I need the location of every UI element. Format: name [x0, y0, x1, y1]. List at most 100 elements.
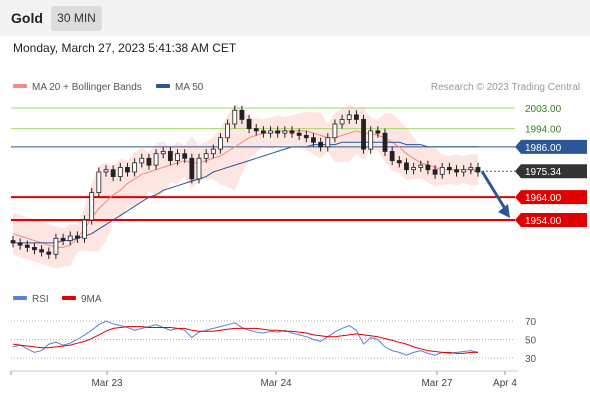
- candle-body: [74, 235, 80, 239]
- candle-body: [332, 123, 338, 139]
- candle-body: [225, 123, 231, 139]
- candle-body: [132, 162, 138, 173]
- candle-body: [396, 160, 402, 164]
- candle: [246, 114, 252, 134]
- candle: [318, 137, 324, 152]
- x-tick-label-0: Mar 23: [91, 378, 123, 389]
- candle: [411, 162, 417, 175]
- candle: [117, 162, 123, 182]
- candle-body: [353, 114, 359, 120]
- candle-body: [203, 153, 209, 159]
- price-level-label-3: 1975.34: [525, 167, 562, 178]
- candle-body: [268, 130, 273, 134]
- top-bar: Gold 30 MIN: [0, 0, 590, 36]
- price-level-labels: 2003.00 1994.00 1986.00 1975.34 1964.00 1954.…: [515, 104, 587, 227]
- legend-swatch-ma20: [13, 84, 27, 88]
- candle-body: [461, 169, 467, 173]
- candle-body: [239, 109, 245, 120]
- candle-body: [103, 169, 109, 173]
- candle-body: [382, 132, 388, 152]
- candle: [296, 128, 302, 140]
- candle: [125, 162, 130, 177]
- candle: [361, 114, 366, 154]
- candle-body: [117, 167, 123, 177]
- candle: [404, 158, 409, 175]
- candle: [53, 233, 59, 259]
- price-level-label-4: 1964.00: [525, 193, 562, 204]
- candle: [146, 153, 152, 170]
- candle: [82, 215, 87, 243]
- candle: [32, 242, 37, 255]
- candle-body: [32, 247, 37, 251]
- candle: [160, 146, 166, 159]
- candle-body: [289, 130, 295, 134]
- candle-body: [253, 128, 259, 132]
- candle-body: [303, 135, 309, 139]
- candle: [239, 105, 245, 124]
- candle-body: [325, 137, 331, 148]
- candle-body: [446, 167, 452, 171]
- candle-body: [196, 157, 202, 180]
- candle-body: [146, 157, 152, 166]
- candle: [196, 153, 202, 184]
- candle-body: [10, 240, 16, 244]
- candle: [468, 162, 474, 175]
- candle: [89, 188, 95, 225]
- candle: [439, 162, 445, 179]
- candle: [39, 245, 45, 257]
- chart-timestamp: Monday, March 27, 2023 5:41:38 AM CET: [13, 41, 237, 55]
- x-tick-label-2: Mar 27: [421, 378, 453, 389]
- price-level-label-5: 1954.00: [525, 216, 562, 227]
- candle-body: [24, 244, 30, 248]
- candle: [260, 126, 266, 138]
- candle: [24, 240, 30, 252]
- candle: [74, 231, 80, 243]
- legend-label-rsi: RSI: [32, 294, 49, 305]
- price-level-tag-5: [515, 213, 587, 227]
- candle-body: [246, 119, 252, 129]
- price-levels: [11, 107, 515, 221]
- candle: [218, 133, 223, 154]
- candle-body: [296, 132, 302, 136]
- candle-body: [375, 130, 381, 134]
- candle: [110, 165, 116, 182]
- candle: [282, 126, 288, 138]
- candle-body: [67, 235, 73, 241]
- candles: [10, 105, 481, 259]
- candle: [153, 149, 159, 170]
- rsi-tick-label-2: 30: [525, 354, 537, 365]
- candle: [446, 162, 452, 175]
- candle-body: [189, 157, 195, 180]
- candle: [353, 110, 359, 124]
- candle: [139, 153, 145, 168]
- candle-body: [439, 167, 445, 175]
- forecast-arrow-head: [498, 204, 510, 218]
- instrument-title: Gold: [11, 10, 43, 26]
- candle-body: [153, 153, 159, 166]
- candle-body: [175, 153, 180, 161]
- candle: [203, 149, 209, 163]
- candle-body: [46, 251, 52, 255]
- candle: [103, 165, 109, 177]
- candle: [210, 144, 216, 159]
- candle-body: [425, 164, 431, 171]
- candle: [232, 105, 238, 129]
- timeframe-button[interactable]: 30 MIN: [51, 6, 102, 31]
- candle-body: [318, 141, 324, 148]
- candle-body: [110, 169, 116, 177]
- candle-body: [418, 164, 424, 168]
- candle: [275, 126, 281, 138]
- x-axis: Mar 23 Mar 24 Mar 27 Apr 4: [10, 371, 517, 389]
- price-level-label-0: 2003.00: [525, 104, 562, 115]
- candle: [332, 119, 338, 143]
- price-level-label-2: 1986.00: [525, 143, 562, 154]
- candle: [389, 146, 395, 166]
- candle: [418, 160, 424, 172]
- candle: [311, 133, 316, 147]
- candle: [60, 233, 66, 246]
- rsi-panel: 70 50 30: [11, 317, 537, 365]
- candle: [175, 149, 180, 166]
- candle-body: [53, 237, 59, 255]
- candle-body: [167, 151, 173, 161]
